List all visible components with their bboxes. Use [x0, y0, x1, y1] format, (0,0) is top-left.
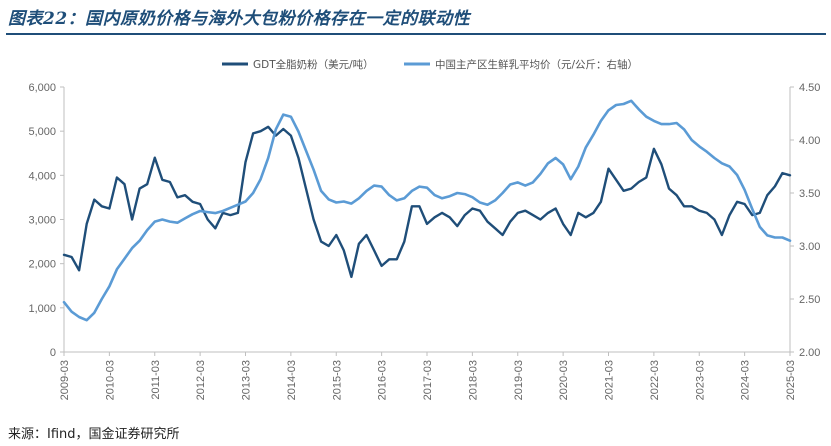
x-tick-label: 2024-03: [740, 360, 752, 400]
series-line-china-milk: [62, 99, 792, 322]
left-tick-label: 2,000: [28, 259, 56, 271]
left-tick-label: 1,000: [28, 303, 56, 315]
left-tick-label: 5,000: [28, 126, 56, 138]
x-tick-label: 2009-03: [59, 360, 71, 400]
left-tick-label: 6,000: [28, 82, 56, 94]
series-line-gdt: [62, 125, 792, 279]
legend-label: GDT全脂奶粉（美元/吨）: [253, 58, 374, 71]
left-tick-label: 3,000: [28, 215, 56, 227]
chart-series: [62, 99, 792, 322]
x-tick-label: 2019-03: [513, 360, 525, 400]
x-tick-label: 2020-03: [558, 360, 570, 400]
chart-title: 图表22：国内原奶价格与海外大包粉价格存在一定的联动性: [8, 9, 471, 29]
x-tick-label: 2016-03: [377, 360, 389, 400]
title-rule: [6, 33, 826, 35]
source-note: 来源：Ifind，国金证券研究所: [8, 427, 180, 442]
x-tick-label: 2010-03: [104, 360, 116, 400]
x-tick-label: 2015-03: [331, 360, 343, 400]
x-tick-label: 2014-03: [286, 360, 298, 400]
left-tick-label: 0: [50, 347, 56, 359]
right-tick-label: 4.00: [799, 135, 820, 147]
x-tick-label: 2018-03: [467, 360, 479, 400]
x-tick-label: 2013-03: [241, 360, 253, 400]
legend-label: 中国主产区生鲜乳平均价（元/公斤：右轴）: [435, 58, 638, 71]
right-tick-label: 2.00: [799, 347, 820, 359]
right-tick-label: 2.50: [799, 294, 820, 306]
right-tick-label: 3.00: [799, 241, 820, 253]
chart-axes: 0 1,000 2,000 3,000 4,000 5,000 6,000 2.00 2.50 3…: [28, 82, 820, 400]
right-tick-label: 4.50: [799, 82, 820, 94]
x-tick-label: 2025-03: [785, 360, 797, 400]
left-tick-label: 4,000: [28, 170, 56, 182]
right-tick-label: 3.50: [799, 188, 820, 200]
x-tick-label: 2012-03: [195, 360, 207, 400]
x-tick-label: 2023-03: [694, 360, 706, 400]
x-tick-label: 2011-03: [150, 360, 162, 400]
x-tick-label: 2017-03: [422, 360, 434, 400]
x-tick-label: 2022-03: [649, 360, 661, 400]
chart-legend: GDT全脂奶粉（美元/吨） 中国主产区生鲜乳平均价（元/公斤：右轴）: [222, 58, 638, 71]
x-tick-label: 2021-03: [604, 360, 616, 400]
